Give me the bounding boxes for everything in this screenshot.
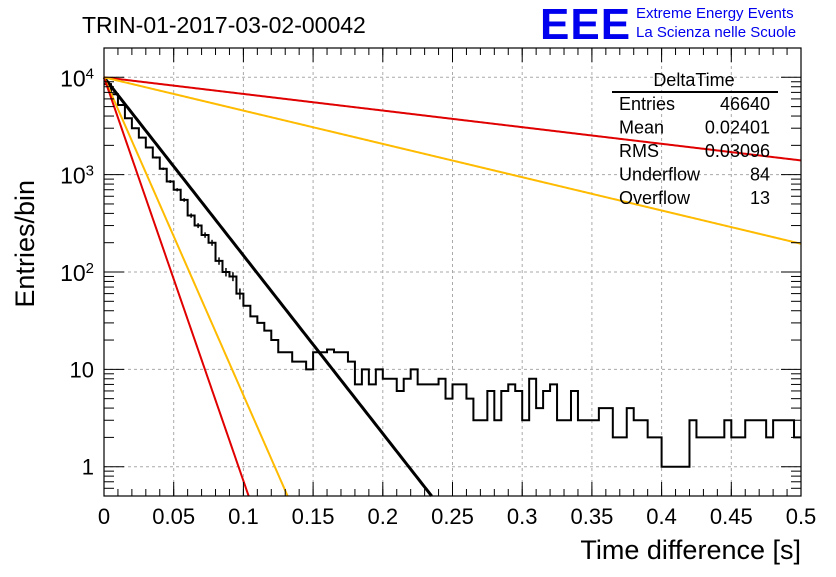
axis-ticks [103, 47, 802, 497]
stats-label: Mean [619, 118, 664, 138]
stats-value: 46640 [720, 94, 770, 114]
stats-value: 84 [750, 165, 770, 185]
curve-red [103, 76, 250, 497]
curve-orange [103, 76, 802, 245]
histogram [104, 83, 801, 468]
x-tick-label: 0.5 [786, 504, 817, 529]
histogram-steps [104, 83, 801, 468]
y-axis-label: Entries/bin [10, 180, 40, 308]
x-tick-label: 0.1 [228, 504, 259, 529]
curve-fit [102, 76, 433, 497]
y-tick-label: 104 [60, 65, 94, 91]
stats-label: Entries [619, 94, 675, 114]
stats-label: Underflow [619, 165, 701, 185]
stats-box-title: DeltaTime [653, 70, 734, 90]
axis-tick-labels: 0 0.05 0.1 0.15 0.2 0.25 0.3 0.35 0.4 0.45 0.5 1 10 1… [60, 65, 816, 529]
x-tick-label: 0.15 [292, 504, 335, 529]
curve-orange [103, 76, 289, 497]
x-tick-label: 0.25 [431, 504, 474, 529]
x-tick-label: 0.35 [570, 504, 613, 529]
x-tick-label: 0.2 [368, 504, 399, 529]
stats-value: 13 [750, 188, 770, 208]
eee-logo: EEE [540, 0, 631, 49]
x-axis-label: Time difference [s] [580, 535, 801, 565]
eee-logo-line1: Extreme Energy Events [636, 5, 794, 22]
x-tick-label: 0.4 [646, 504, 677, 529]
y-tick-label: 102 [60, 260, 94, 286]
x-tick-label: 0 [98, 504, 110, 529]
curve-red [103, 76, 802, 162]
y-tick-label: 10 [70, 357, 94, 382]
chart-title: TRIN-01-2017-03-02-00042 [82, 12, 366, 38]
x-tick-label: 0.3 [507, 504, 538, 529]
stats-value: 0.02401 [705, 118, 770, 138]
stats-label: Overflow [619, 188, 691, 208]
y-tick-label: 103 [60, 162, 94, 188]
stats-box: DeltaTime Entries 46640 Mean 0.02401 RMS 0.03… [612, 70, 778, 208]
eee-logo-line2: La Scienza nelle Scuole [636, 24, 796, 41]
fit-curves [102, 76, 802, 497]
x-tick-label: 0.45 [710, 504, 753, 529]
stats-value: 0.03096 [705, 141, 770, 161]
stats-label: RMS [619, 141, 659, 161]
grid [104, 48, 801, 496]
y-tick-label: 1 [82, 455, 94, 480]
x-tick-label: 0.05 [152, 504, 195, 529]
